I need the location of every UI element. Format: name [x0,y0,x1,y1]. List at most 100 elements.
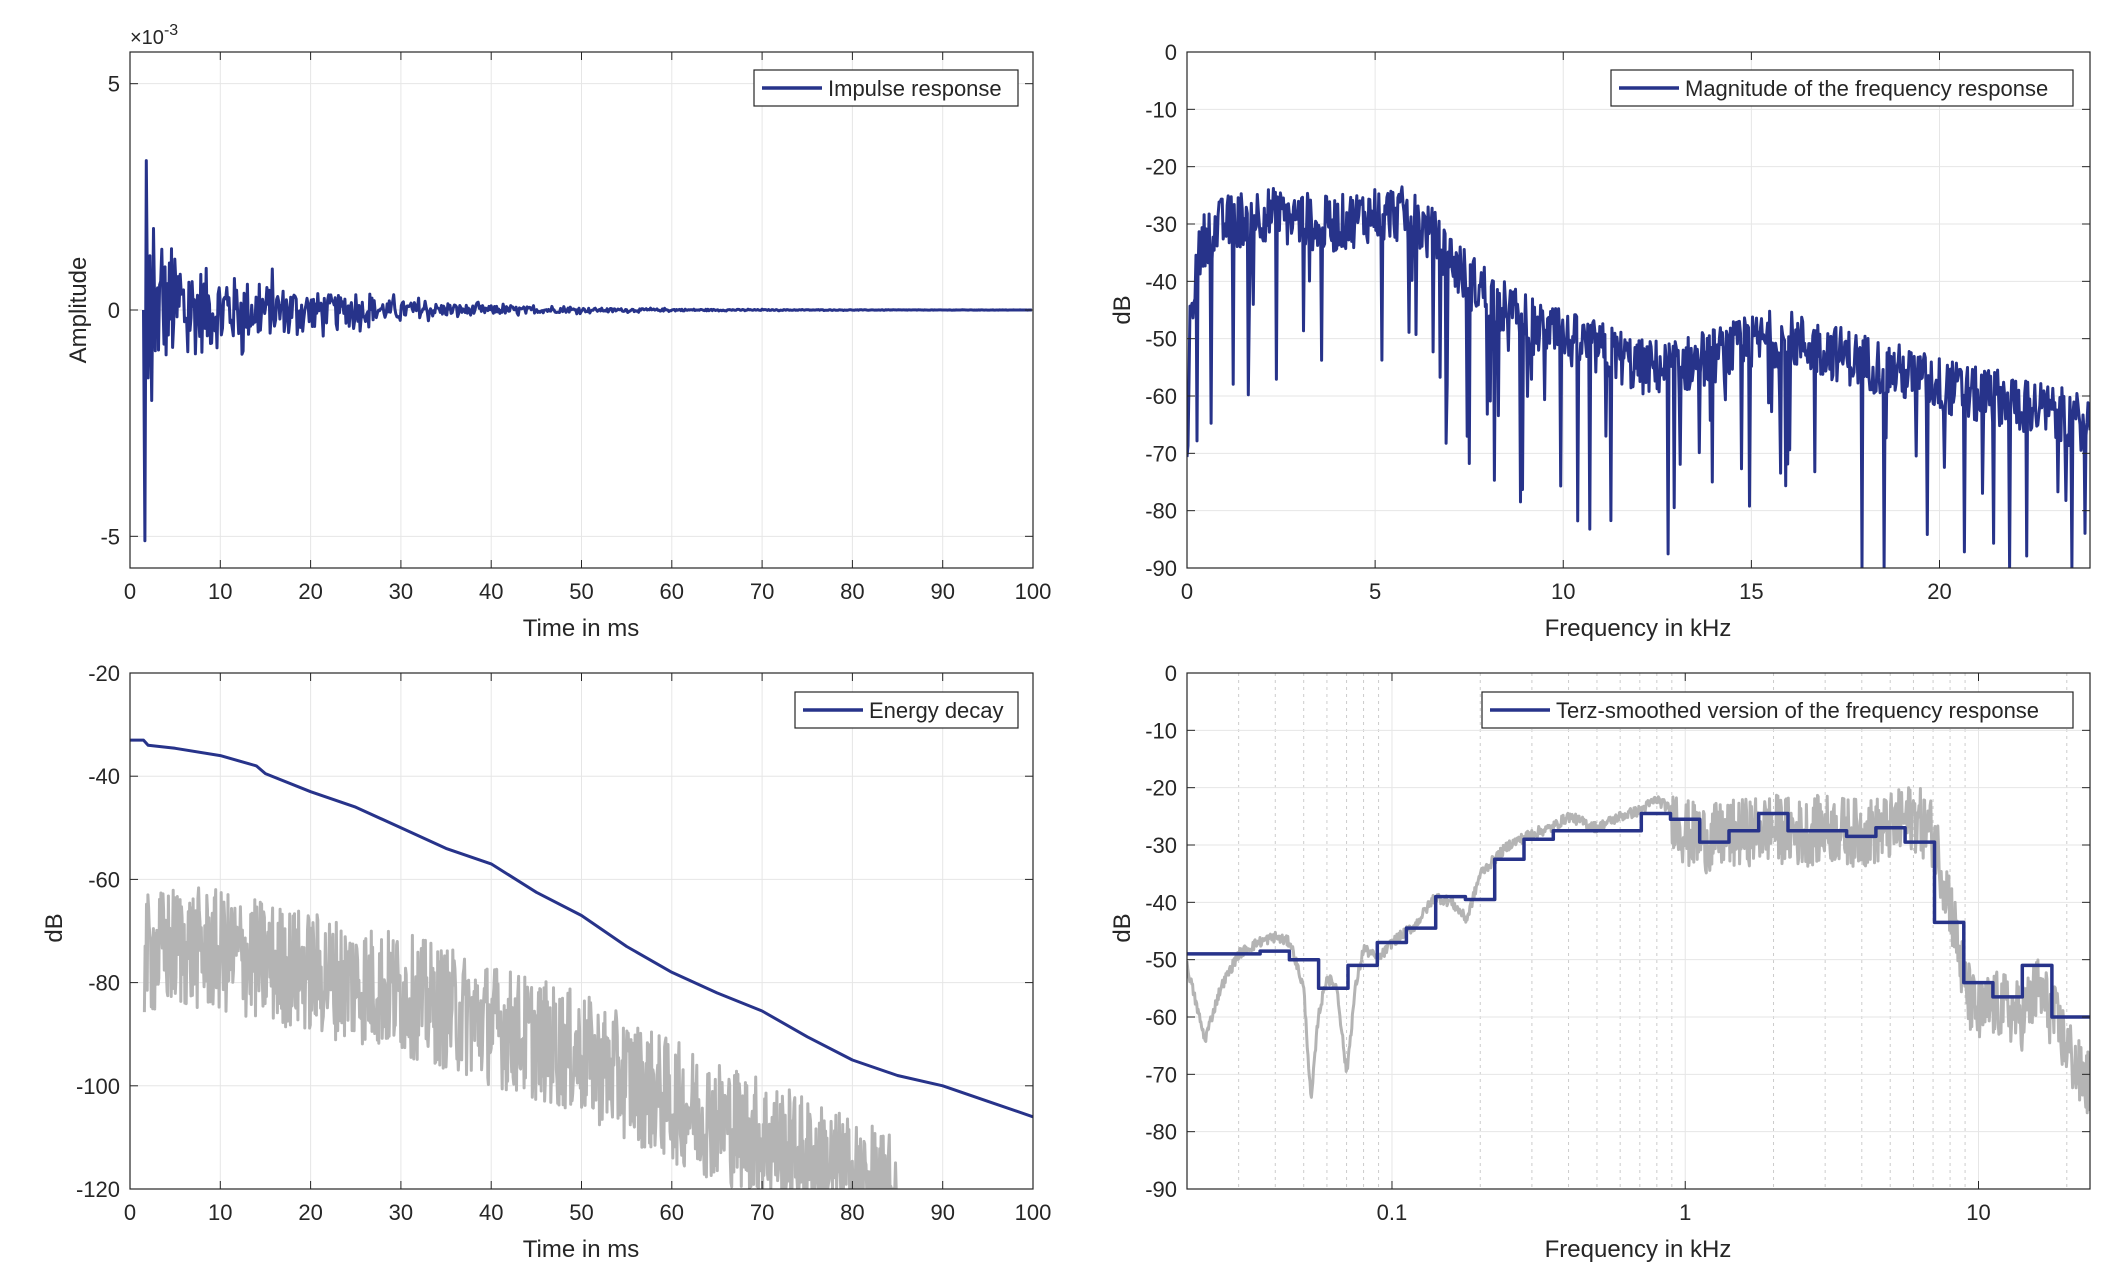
y-tick-label: -50 [1145,327,1177,352]
x-tick-label: 10 [208,579,232,604]
axes-frame [1186,672,2091,1190]
y-tick-label: -80 [1145,499,1177,524]
y-tick-label: 0 [108,298,120,323]
gray-series-line [1187,786,2090,1115]
x-tick-label: 0.1 [1377,1200,1408,1225]
impulse-response-chart: 0 10 20 30 40 50 60 70 80 90 100 -5 0 5 Time in ms Am… [65,22,1051,642]
y-tick-label: -80 [88,971,120,996]
y-tick-label: -60 [1145,1005,1177,1030]
ticks: 0.1 1 10 0 -10 -20 -30 -40 -50 -60 -70 -80 -90 [1145,661,2090,1225]
y-tick-label: 0 [1165,661,1177,686]
series-line [142,159,1033,543]
plot-area [1187,673,2090,1189]
y-tick-label: 5 [108,72,120,97]
x-tick-label: 60 [660,1200,684,1225]
y-tick-label: -120 [76,1177,120,1202]
legend-box [1610,69,2074,107]
x-tick-label: 60 [660,579,684,604]
y-exponent-label: ×10-3 [130,22,178,49]
y-tick-label: -90 [1145,1177,1177,1202]
series-line [1187,811,2090,1019]
y-axis-label: Amplitude [65,257,92,364]
y-axis-label: dB [41,913,68,942]
y-tick-label: -30 [1145,212,1177,237]
x-tick-label: 5 [1369,579,1381,604]
y-tick-label: -5 [100,524,120,549]
y-tick-label: -20 [1145,776,1177,801]
magnitude-chart: 0 5 10 15 20 0 -10 -20 -30 -40 -50 -60 -70 -80 -90 Fre… [1109,40,2091,642]
series-layer [1187,786,2090,1115]
y-axis-label: dB [1109,913,1136,942]
x-tick-label: 30 [389,1200,413,1225]
x-tick-label: 30 [389,579,413,604]
y-tick-label: -40 [1145,890,1177,915]
y-tick-label: -20 [1145,155,1177,180]
x-tick-label: 1 [1679,1200,1691,1225]
x-tick-label: 10 [208,1200,232,1225]
x-tick-label: 40 [479,1200,503,1225]
legend-box [1481,691,2074,729]
legend-label: Magnitude of the frequency response [1685,76,2048,101]
y-tick-label: -80 [1145,1120,1177,1145]
y-tick-label: -50 [1145,948,1177,973]
series-layer [142,159,1033,543]
series-line [1187,185,2090,568]
x-tick-label: 15 [1739,579,1763,604]
x-tick-label: 10 [1551,579,1575,604]
x-axis-label: Frequency in kHz [1545,1236,1732,1263]
ticks: 0 10 20 30 40 50 60 70 80 90 100 -5 0 5 [100,52,1051,604]
x-tick-label: 80 [840,579,864,604]
x-tick-label: 50 [569,579,593,604]
terz-smoothed-chart: 0.1 1 10 0 -10 -20 -30 -40 -50 -60 -70 -80 -90 Frequ… [1109,661,2091,1263]
gray-series-line [142,886,899,1189]
legend-label: Energy decay [869,698,1004,723]
legend-label: Impulse response [828,76,1002,101]
legend: Impulse response [753,69,1019,107]
x-tick-label: 70 [750,1200,774,1225]
ticks: 0 5 10 15 20 0 -10 -20 -30 -40 -50 -60 -70 -80 -90 [1145,40,2090,604]
energy-decay-chart: 0 10 20 30 40 50 60 70 80 90 100 -20 -40 -60 -80 -100 -1… [41,661,1051,1263]
ticks: 0 10 20 30 40 50 60 70 80 90 100 -20 -40 -60 -80 -100 -1… [76,661,1051,1225]
y-tick-label: -10 [1145,97,1177,122]
y-tick-label: -40 [88,764,120,789]
y-tick-label: -20 [88,661,120,686]
x-axis-label: Time in ms [523,1236,639,1263]
x-tick-label: 70 [750,579,774,604]
x-tick-label: 50 [569,1200,593,1225]
x-tick-label: 10 [1966,1200,1990,1225]
series-layer [1187,185,2090,568]
y-tick-label: -60 [88,867,120,892]
y-tick-label: -40 [1145,269,1177,294]
legend-label: Terz-smoothed version of the frequency r… [1556,698,2039,723]
legend: Magnitude of the frequency response [1610,69,2074,107]
y-tick-label: -10 [1145,718,1177,743]
x-axis-label: Time in ms [523,615,639,642]
x-axis-label: Frequency in kHz [1545,615,1732,642]
x-tick-label: 40 [479,579,503,604]
x-tick-label: 100 [1015,1200,1052,1225]
y-tick-label: -30 [1145,833,1177,858]
y-axis-label: dB [1109,295,1136,324]
x-tick-label: 80 [840,1200,864,1225]
y-tick-label: -90 [1145,556,1177,581]
legend: Energy decay [794,691,1019,729]
x-tick-label: 0 [1181,579,1193,604]
y-tick-label: -100 [76,1074,120,1099]
series-layer [130,738,1033,1189]
series-line [130,738,1033,1119]
x-tick-label: 100 [1015,579,1052,604]
y-tick-label: -70 [1145,1062,1177,1087]
x-tick-label: 90 [930,579,954,604]
x-tick-label: 20 [298,1200,322,1225]
y-tick-label: -70 [1145,441,1177,466]
x-tick-label: 0 [124,579,136,604]
x-tick-label: 0 [124,1200,136,1225]
axes-frame [1186,51,2091,569]
x-tick-label: 20 [298,579,322,604]
y-tick-label: 0 [1165,40,1177,65]
y-tick-label: -60 [1145,384,1177,409]
legend: Terz-smoothed version of the frequency r… [1481,691,2074,729]
x-tick-label: 90 [930,1200,954,1225]
x-tick-label: 20 [1927,579,1951,604]
